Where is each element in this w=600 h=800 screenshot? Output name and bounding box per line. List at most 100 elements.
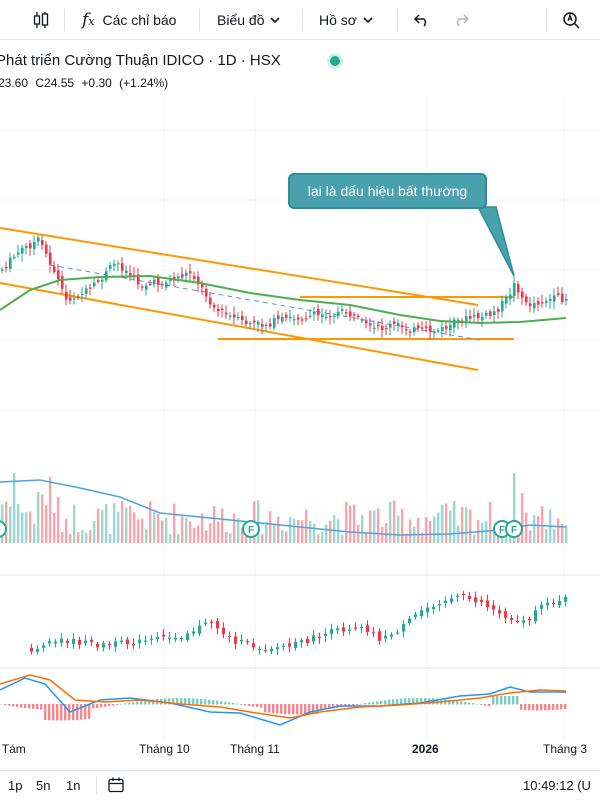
candle-body: [288, 643, 292, 647]
callout-text: lại là dấu hiệu bất thường: [307, 183, 468, 199]
candle-body: [321, 314, 324, 317]
macd-bar: [304, 704, 307, 715]
macd-bar: [460, 701, 463, 705]
candle-body: [402, 624, 406, 632]
macd-bar: [564, 704, 567, 710]
toolbar-divider: [64, 9, 65, 31]
candle-body: [501, 300, 504, 312]
candle-body: [480, 599, 484, 602]
candle-body: [42, 645, 46, 648]
macd-bar: [260, 704, 263, 708]
macd-bar: [544, 704, 547, 711]
candle-body: [201, 283, 204, 288]
macd-bar: [324, 704, 327, 710]
candle-body: [462, 593, 466, 596]
candle-body: [186, 633, 190, 641]
undo-button[interactable]: [413, 0, 431, 40]
volume-bar: [45, 505, 48, 543]
volume-bar: [481, 522, 484, 543]
candle-body: [1, 269, 4, 271]
date-range-button[interactable]: [107, 776, 125, 797]
candle-body: [552, 602, 556, 605]
candle-style-icon[interactable]: [32, 0, 50, 40]
macd-bar: [408, 698, 411, 705]
macd-bar: [272, 704, 275, 714]
candle-body: [165, 282, 168, 288]
macd-bar: [208, 699, 211, 705]
macd-bar: [100, 704, 103, 708]
volume-bar: [545, 528, 548, 543]
price-chart[interactable]: F F F: [0, 96, 600, 770]
volume-bar: [97, 508, 100, 543]
volume-bar: [201, 513, 204, 543]
trend-channel[interactable]: [0, 227, 514, 371]
volume-bar: [161, 520, 164, 543]
undo-icon: [413, 14, 427, 27]
profile-menu-button[interactable]: Hồ sơ: [319, 0, 373, 40]
event-marker-f[interactable]: [0, 520, 7, 538]
macd-bar: [508, 696, 511, 705]
volume-bar: [117, 511, 120, 543]
volume-bar: [377, 508, 380, 543]
macd-bar: [228, 702, 231, 705]
clock-readout[interactable]: 10:49:12 (U: [523, 778, 591, 793]
candle-body: [60, 638, 64, 643]
candle-body: [349, 311, 352, 317]
volume-bar: [9, 506, 12, 543]
volume-bar: [209, 523, 212, 543]
annotation-callout[interactable]: lại là dấu hiệu bất thường: [288, 173, 487, 209]
event-marker-f[interactable]: F: [505, 520, 523, 538]
candle-body: [541, 302, 544, 304]
range-button[interactable]: 5n: [36, 778, 51, 793]
candle-body: [365, 320, 368, 324]
candle-body: [197, 276, 200, 285]
volume-bar: [449, 510, 452, 543]
candle-body: [222, 627, 226, 635]
candle-body: [534, 610, 538, 622]
macd-bar: [124, 703, 127, 705]
range-button[interactable]: 1p: [8, 778, 23, 793]
volume-bar: [285, 531, 288, 543]
symbol-title[interactable]: Phát triển Cường Thuận IDICO · 1D · HSX: [0, 52, 281, 69]
chart-menu-button[interactable]: Biểu đồ: [217, 0, 281, 40]
candle-body: [57, 270, 60, 280]
volume-bar: [301, 520, 304, 543]
volume-bar: [289, 516, 292, 543]
volume-bar: [29, 511, 32, 543]
indicators-button[interactable]: fx Các chỉ báo: [82, 0, 176, 40]
volume-bar: [177, 533, 180, 543]
macd-bar: [52, 704, 55, 721]
volume-bar: [325, 524, 328, 543]
macd-bar: [264, 704, 267, 713]
macd-bar: [316, 704, 319, 714]
volume-bar: [293, 518, 296, 543]
macd-bar: [348, 704, 351, 707]
candle-body: [89, 287, 92, 289]
macd-bar: [560, 704, 563, 710]
macd-bar: [176, 698, 179, 705]
event-marker-f[interactable]: F: [242, 520, 260, 538]
time-axis-label: Tháng 10: [139, 742, 190, 756]
redo-button[interactable]: [452, 0, 470, 40]
macd-bar: [356, 704, 359, 705]
chevron-down-icon: [363, 16, 373, 23]
macd-bar: [480, 704, 483, 705]
candle-body: [445, 326, 448, 329]
volume-bar: [261, 534, 264, 543]
candle-body: [324, 634, 328, 637]
macd-bar: [56, 704, 59, 721]
candle-body: [397, 323, 400, 326]
candle-body: [156, 637, 160, 640]
volume-series: [1, 473, 568, 543]
quick-search-button[interactable]: [561, 0, 581, 40]
secondary-candlestick-series: [30, 591, 568, 655]
macd-bar: [216, 700, 219, 705]
range-button[interactable]: 1n: [66, 778, 81, 793]
macd-bar: [240, 704, 243, 705]
candle-body: [393, 321, 396, 324]
volume-bar: [317, 534, 320, 543]
candle-body: [17, 252, 20, 255]
macd-bar: [140, 700, 143, 705]
volume-bar: [165, 518, 168, 543]
candle-body: [240, 639, 244, 642]
